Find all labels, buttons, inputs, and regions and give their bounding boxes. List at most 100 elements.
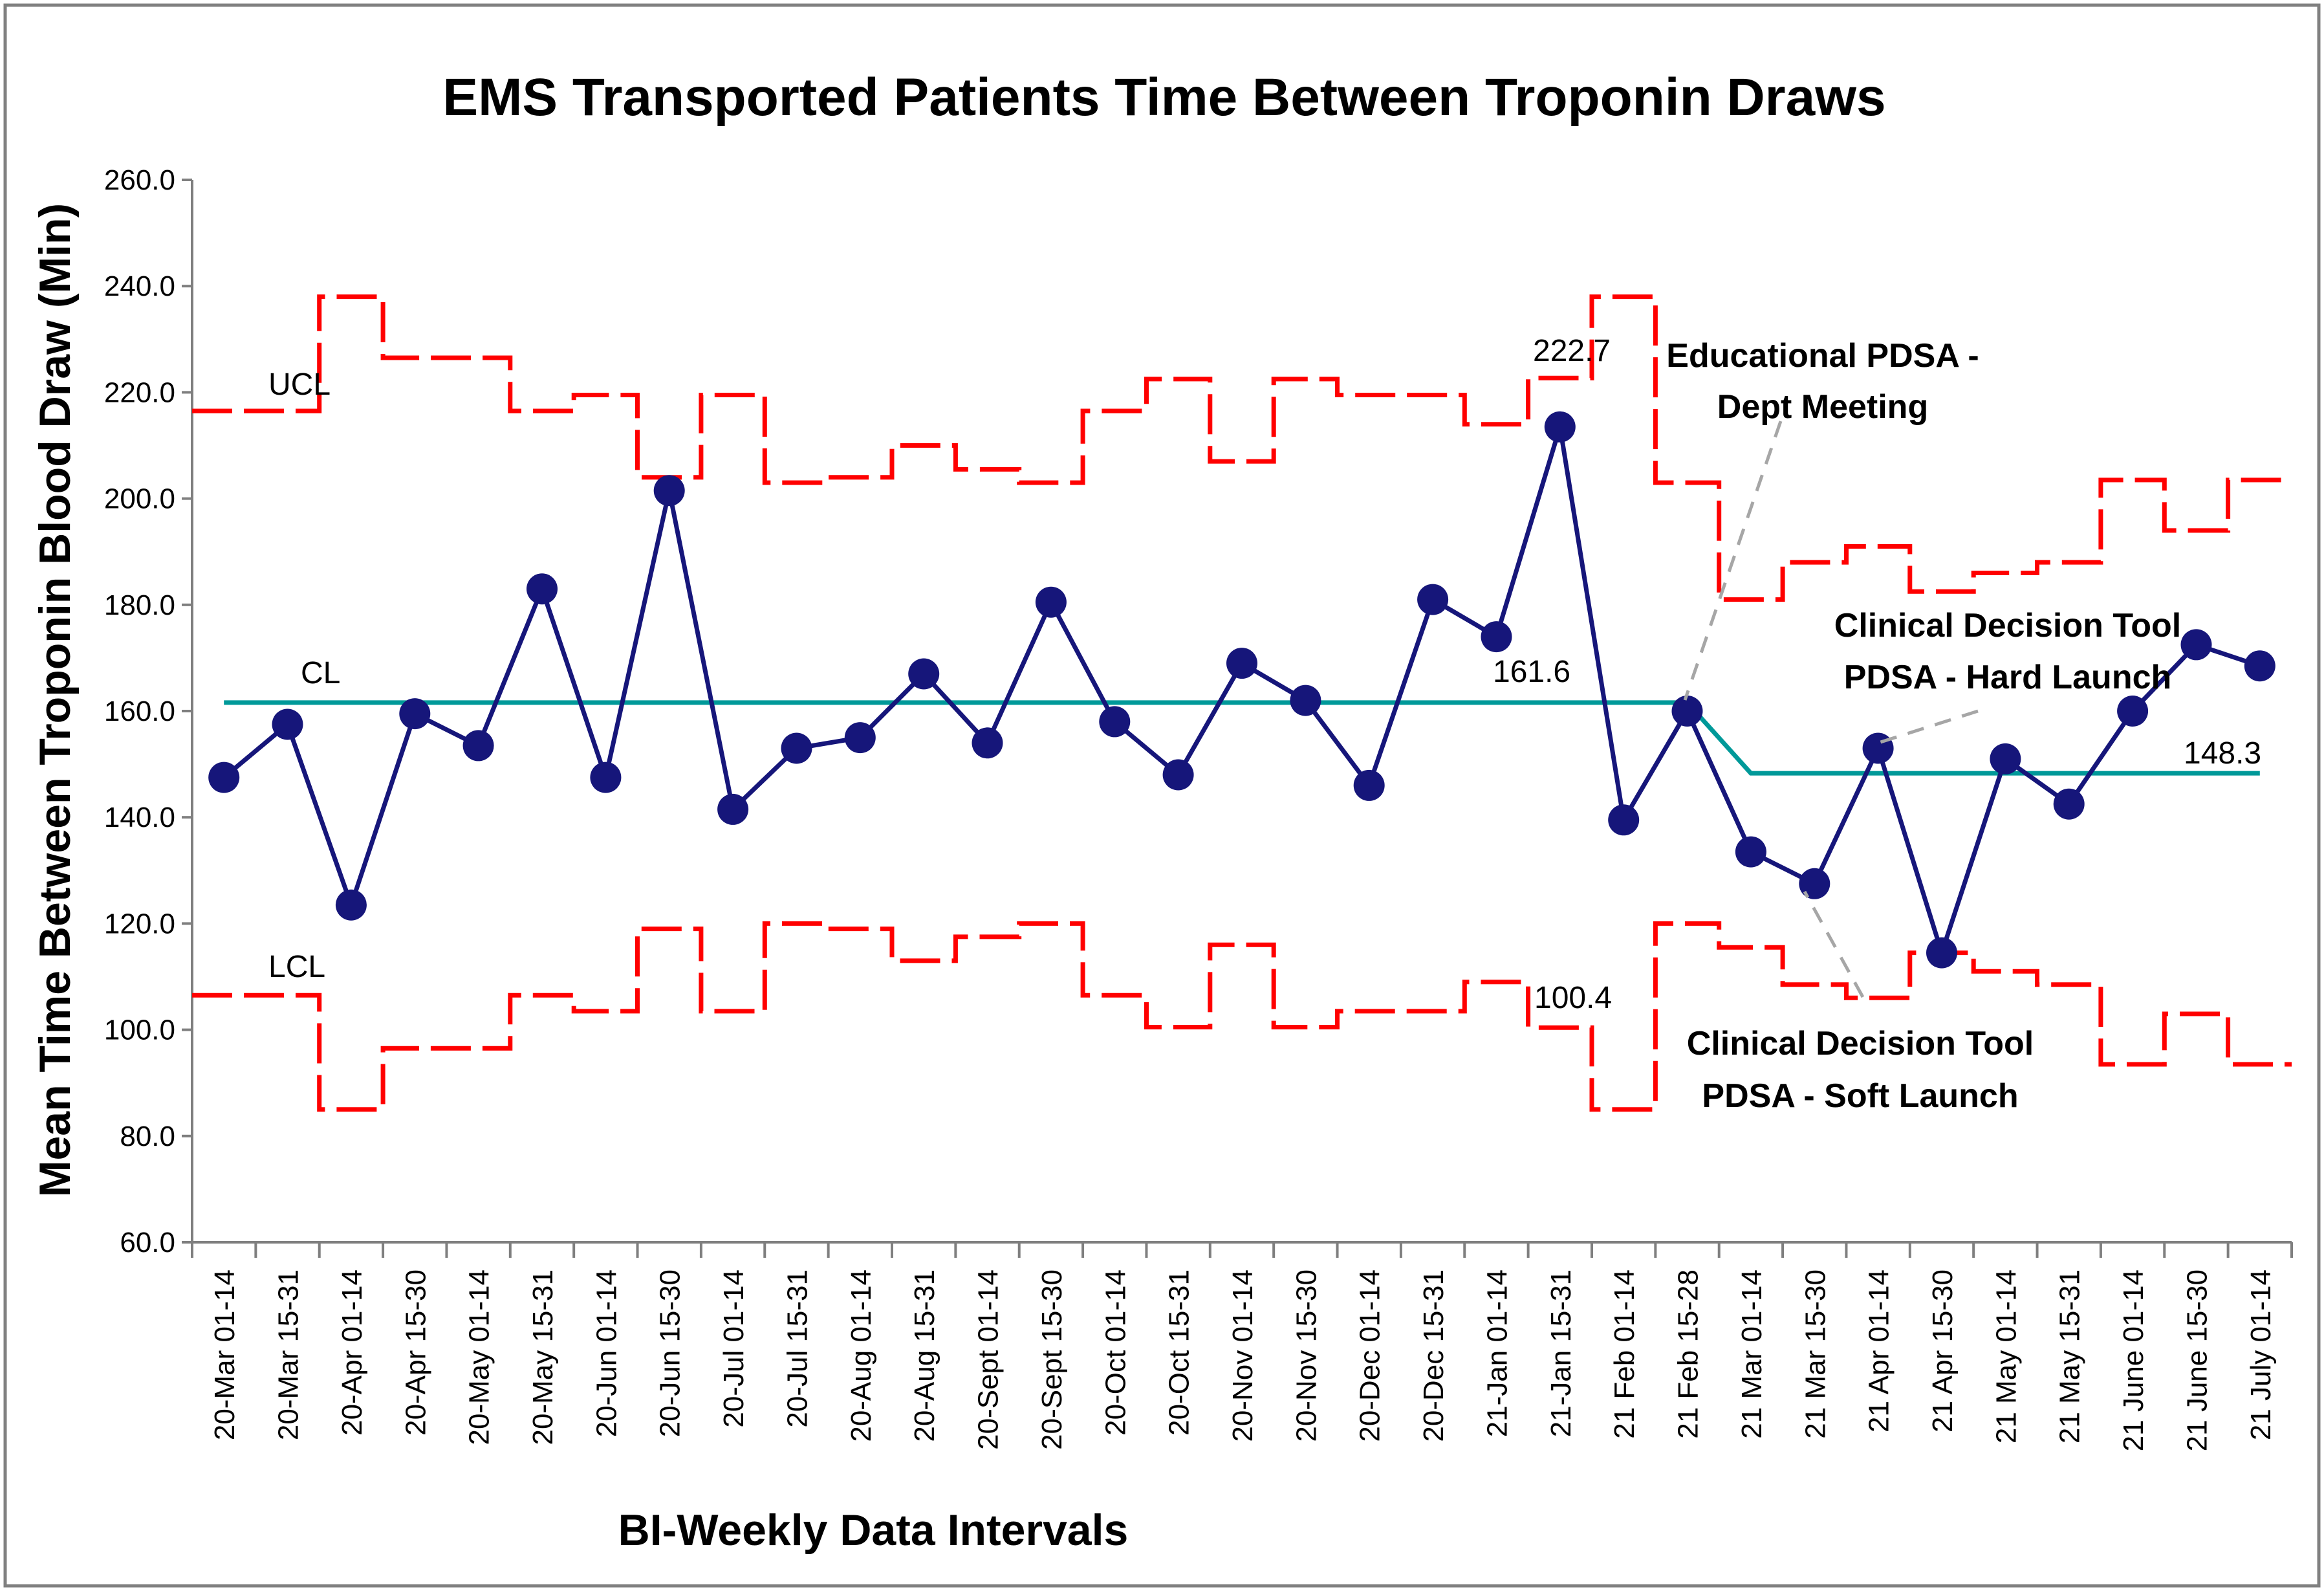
x-tick-label: 20-Aug 15-31 — [909, 1269, 940, 1442]
mean-point — [527, 573, 558, 605]
lcl-value-label: 100.4 — [1534, 981, 1612, 1015]
mean-point — [1035, 586, 1067, 618]
x-tick-label: 20-Oct 15-31 — [1164, 1269, 1195, 1436]
x-tick-label: 21 May 15-31 — [2054, 1269, 2086, 1443]
annotation-soft-launch-line2: PDSA - Soft Launch — [1702, 1077, 2018, 1115]
x-tick-label: 21 May 01-14 — [1990, 1269, 2022, 1443]
x-tick-label: 21 July 01-14 — [2245, 1269, 2277, 1440]
mean-point — [1926, 937, 1957, 969]
x-tick-label: 21 Apr 15-30 — [1927, 1269, 1959, 1432]
mean-point — [335, 889, 367, 921]
mean-point — [1481, 621, 1512, 653]
x-tick-label: 21 June 01-14 — [2118, 1269, 2149, 1451]
mean-point — [1671, 696, 1703, 727]
mean-point — [1608, 804, 1640, 836]
y-tick-label: 240.0 — [104, 270, 175, 302]
x-tick-label: 20-May 15-31 — [527, 1269, 559, 1445]
x-tick-label: 20-Sept 01-14 — [973, 1269, 1005, 1450]
x-tick-label: 20-Dec 01-14 — [1354, 1269, 1386, 1442]
ucl-label: UCL — [268, 368, 331, 402]
mean-point — [590, 762, 622, 793]
x-tick-label: 21 Feb 01-14 — [1609, 1269, 1640, 1439]
chart-title: EMS Transported Patients Time Between Tr… — [442, 68, 1885, 127]
x-tick-label: 20-Apr 01-14 — [336, 1269, 368, 1436]
mean-point — [1162, 759, 1194, 791]
mean-point — [2180, 629, 2212, 661]
mean-point — [1099, 706, 1131, 738]
chart-border — [3, 3, 2321, 1588]
cl-label: CL — [301, 656, 340, 690]
x-tick-label: 20-Aug 01-14 — [845, 1269, 877, 1442]
mean-point — [1417, 584, 1449, 615]
x-tick-label: 20-Apr 15-30 — [400, 1269, 431, 1436]
mean-point — [717, 793, 749, 825]
x-tick-label: 20-Sept 15-30 — [1036, 1269, 1068, 1450]
annotation-hard-launch-line1: Clinical Decision Tool — [1834, 607, 2181, 644]
ucl-value-label: 222.7 — [1533, 334, 1611, 368]
mean-point — [908, 658, 940, 690]
cl-value-label-1: 161.6 — [1493, 655, 1570, 689]
mean-point — [1862, 732, 1894, 764]
mean-point — [781, 732, 812, 764]
x-tick-label: 21-Jan 01-14 — [1481, 1269, 1513, 1437]
ucl-line — [192, 294, 2292, 602]
x-axis-title: BI-Weekly Data Intervals — [618, 1506, 1129, 1555]
x-tick-label: 20-Dec 15-31 — [1418, 1269, 1450, 1442]
x-tick-label: 20-Nov 01-14 — [1227, 1269, 1259, 1442]
plot-area: 60.0 80.0 100.0 120.0 140.0 160.0 180.0 200.0 22… — [104, 164, 2293, 1451]
x-tick-label: 20-Mar 01-14 — [209, 1269, 241, 1440]
y-tick-label: 260.0 — [104, 164, 175, 196]
mean-point — [208, 762, 240, 793]
annotation-leader-hard-launch — [1874, 709, 1979, 746]
y-tick-label: 220.0 — [104, 377, 175, 408]
mean-point — [1799, 868, 1830, 899]
mean-point — [972, 727, 1003, 759]
x-tick-label: 20-Mar 15-31 — [273, 1269, 305, 1440]
mean-point — [1226, 648, 1257, 679]
x-tick-label: 20-May 01-14 — [464, 1269, 495, 1445]
annotation-soft-launch-line1: Clinical Decision Tool — [1687, 1025, 2034, 1062]
annotation-educational-line1: Educational PDSA - — [1666, 337, 1979, 375]
x-tick-label: 21 June 15-30 — [2181, 1269, 2213, 1451]
x-tick-label: 21-Jan 15-31 — [1545, 1269, 1577, 1437]
x-tick-label: 21 Mar 01-14 — [1736, 1269, 1768, 1439]
mean-point — [1544, 411, 1576, 443]
x-tick-label: 20-Jun 15-30 — [655, 1269, 686, 1437]
mean-point — [2053, 788, 2085, 820]
x-tick-label: 21 Feb 15-28 — [1673, 1269, 1704, 1439]
mean-point — [1290, 685, 1321, 716]
y-tick-label: 140.0 — [104, 802, 175, 833]
y-tick-label: 60.0 — [120, 1227, 175, 1258]
x-tick-label: 20-Jul 15-31 — [781, 1269, 813, 1428]
annotation-educational-line2: Dept Meeting — [1717, 388, 1928, 426]
y-tick-label: 160.0 — [104, 696, 175, 727]
x-tick-label: 20-Oct 01-14 — [1100, 1269, 1131, 1436]
annotation-hard-launch-line2: PDSA - Hard Launch — [1844, 659, 2172, 696]
x-tick-label: 21 Mar 15-30 — [1799, 1269, 1831, 1439]
mean-point — [462, 730, 494, 762]
cl-line — [224, 700, 2260, 776]
y-tick-label: 120.0 — [104, 908, 175, 939]
x-tick-label: 21 Apr 01-14 — [1863, 1269, 1895, 1432]
annotation-leader-soft-launch — [1803, 890, 1865, 998]
y-tick-label: 200.0 — [104, 483, 175, 515]
mean-point — [399, 698, 431, 730]
x-tick-label: 20-Jul 01-14 — [718, 1269, 750, 1428]
y-axis-title: Mean Time Between Troponin Blood Draw (M… — [30, 203, 80, 1197]
mean-point — [272, 708, 303, 740]
y-tick-label: 180.0 — [104, 589, 175, 621]
x-tick-label: 20-Jun 01-14 — [591, 1269, 622, 1437]
y-tick-label: 100.0 — [104, 1015, 175, 1046]
mean-point — [2244, 650, 2275, 682]
mean-point — [653, 475, 685, 507]
mean-point — [1735, 836, 1766, 868]
lcl-label: LCL — [268, 950, 325, 984]
mean-point — [844, 722, 876, 754]
mean-point — [1353, 769, 1385, 801]
mean-point — [1990, 743, 2021, 774]
annotation-leader-educational — [1683, 421, 1783, 701]
y-tick-label: 80.0 — [120, 1121, 175, 1152]
cl-value-label-2: 148.3 — [2184, 736, 2261, 771]
